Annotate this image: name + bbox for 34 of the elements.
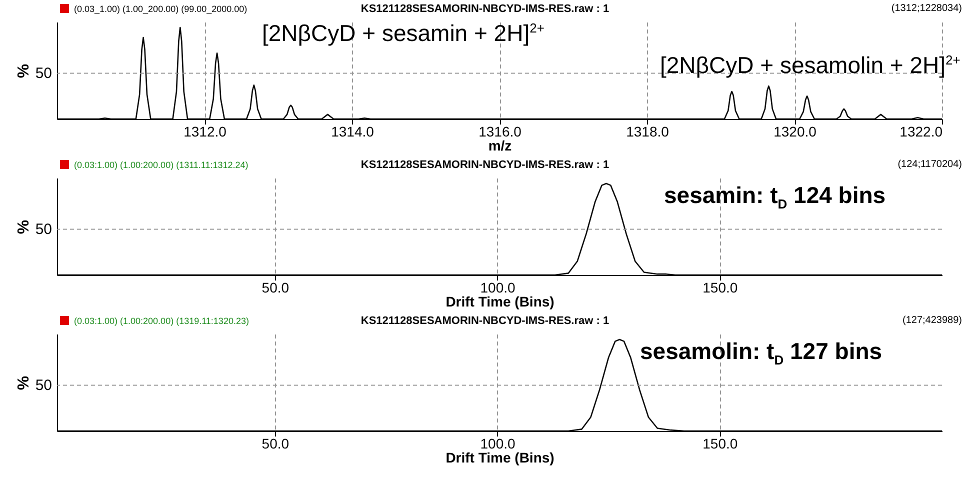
x-tick-label: 1314.0 [331, 124, 374, 140]
x-tick-label: 100.0 [480, 436, 516, 452]
text: (127;423989) [902, 315, 962, 326]
chart-title: KS121128SESAMORIN-NBCYD-IMS-RES.raw : 1 [360, 3, 610, 15]
chart-title: KS121128SESAMORIN-NBCYD-IMS-RES.raw : 1 [360, 159, 610, 171]
x-tick-label: 100.0 [480, 280, 516, 296]
text: (124;1170204) [898, 159, 962, 170]
annotation: sesamolin: t$_{D}$ 127 bins [640, 338, 882, 368]
annotation: [2NβCyD + sesamolin + 2H]$^{2+}$ [660, 52, 960, 79]
x-tick-label: 1316.0 [478, 124, 522, 140]
x-tick-label: 50.0 [262, 436, 290, 452]
x-tick-label: 1318.0 [626, 124, 670, 140]
x-tick-label: 1312.0 [184, 124, 227, 140]
y-axis-title: % [16, 220, 32, 234]
x-tick-label: 150.0 [702, 280, 738, 296]
ref-line-label: 50 [35, 377, 52, 394]
annotation: [2NβCyD + sesamin + 2H]$^{2+}$ [262, 20, 544, 47]
y-axis-title: % [16, 376, 32, 390]
x-tick-label: 1322.0 [900, 124, 943, 140]
x-tick-label: 1320.0 [774, 124, 817, 140]
chart-subtitle: (0.03_1.00) (1.00_200.00) (99.00_2000.00) [74, 4, 248, 14]
text: (1312;1228034) [891, 3, 962, 14]
x-tick-label: 150.0 [702, 436, 738, 452]
x-tick-label: 50.0 [262, 280, 290, 296]
x-axis-title: Drift Time (Bins) [446, 450, 554, 466]
chart-subtitle: (0.03:1.00) (1.00:200.00) (1319.11:1320.23) [74, 316, 249, 326]
ref-line-label: 50 [35, 221, 52, 238]
y-axis-title: % [16, 64, 32, 78]
chart-title: KS121128SESAMORIN-NBCYD-IMS-RES.raw : 1 [360, 315, 610, 327]
x-axis-title: Drift Time (Bins) [446, 294, 554, 310]
chart-subtitle: (0.03:1.00) (1.00:200.00) (1311.11:1312.24) [74, 160, 248, 170]
ref-line-label: 50 [35, 65, 52, 82]
annotation: sesamin: t$_{D}$ 124 bins [664, 182, 886, 212]
x-axis-title: m/z [488, 138, 512, 154]
